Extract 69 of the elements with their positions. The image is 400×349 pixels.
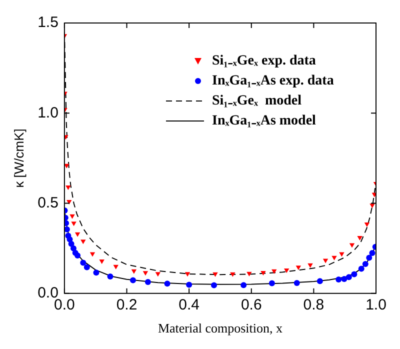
point: [80, 240, 86, 244]
point: [90, 252, 96, 257]
point: [71, 222, 76, 226]
x-tick-label: 1.0: [366, 296, 386, 314]
x-tick-label: 0.0: [54, 296, 75, 314]
point: [284, 268, 290, 273]
point: [336, 276, 342, 283]
point: [113, 264, 118, 270]
point: [212, 272, 218, 277]
point: [186, 282, 192, 288]
point: [64, 164, 70, 168]
point: [68, 240, 74, 247]
point: [268, 280, 275, 286]
y-tick-label: 0.5: [38, 194, 58, 212]
point: [144, 279, 151, 286]
point: [240, 282, 247, 288]
point: [64, 226, 70, 232]
point: [210, 282, 217, 288]
point: [84, 264, 90, 270]
point: [74, 252, 81, 259]
legend-label: InₓGa₁₋ₓAs model: [212, 114, 316, 129]
point: [74, 232, 80, 237]
point: [308, 263, 313, 268]
point: [372, 192, 376, 198]
y-tick-label: 1.5: [38, 14, 58, 32]
legend-label: Si₁₋ₓGeₓ model: [212, 94, 302, 109]
point: [107, 273, 114, 280]
point: [131, 269, 137, 274]
point: [341, 276, 348, 282]
x-tick-label: 0.2: [116, 296, 138, 314]
point: [349, 243, 355, 248]
point: [357, 236, 362, 241]
point: [80, 260, 86, 266]
point: [272, 269, 277, 274]
point: [70, 214, 75, 219]
point: [296, 266, 302, 270]
point: [346, 274, 352, 280]
point: [93, 270, 100, 276]
point: [316, 278, 323, 284]
point: [142, 271, 148, 276]
y-axis-title: κ [W/cmK]: [11, 128, 26, 188]
point: [366, 254, 372, 261]
x-tick-label: 0.6: [240, 296, 262, 314]
point: [164, 280, 170, 287]
point: [230, 272, 236, 277]
point: [332, 256, 337, 260]
x-tick-label: 0.4: [178, 296, 200, 314]
point: [99, 259, 104, 264]
x-axis-title: Material composition, x: [158, 320, 284, 336]
point: [358, 266, 364, 272]
legend-label: InₓGa₁₋ₓAs exp. data: [212, 74, 334, 89]
point: [364, 222, 370, 227]
point: [64, 135, 68, 140]
legend-label: Si₁₋ₓGeₓ exp. data: [212, 54, 316, 69]
point: [246, 272, 252, 276]
point: [369, 250, 376, 256]
point: [294, 280, 300, 286]
x-tick-label: 0.8: [303, 296, 324, 314]
point: [322, 258, 328, 264]
point: [339, 252, 344, 257]
point: [130, 277, 136, 284]
point: [184, 272, 190, 277]
point: [66, 186, 71, 190]
point: [155, 272, 161, 277]
point: [64, 220, 70, 226]
point: [260, 270, 266, 276]
point: [362, 261, 368, 268]
y-tick-label: 1.0: [38, 104, 58, 122]
point: [351, 271, 358, 278]
